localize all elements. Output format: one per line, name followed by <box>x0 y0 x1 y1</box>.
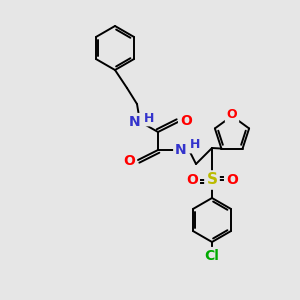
Text: S: S <box>206 172 218 188</box>
Text: N: N <box>175 143 187 157</box>
Text: O: O <box>227 109 237 122</box>
Text: O: O <box>186 173 198 187</box>
Text: Cl: Cl <box>205 249 219 263</box>
Text: O: O <box>180 114 192 128</box>
Text: O: O <box>123 154 135 168</box>
Text: O: O <box>226 173 238 187</box>
Text: H: H <box>144 112 154 124</box>
Text: N: N <box>129 115 141 129</box>
Text: H: H <box>190 139 200 152</box>
